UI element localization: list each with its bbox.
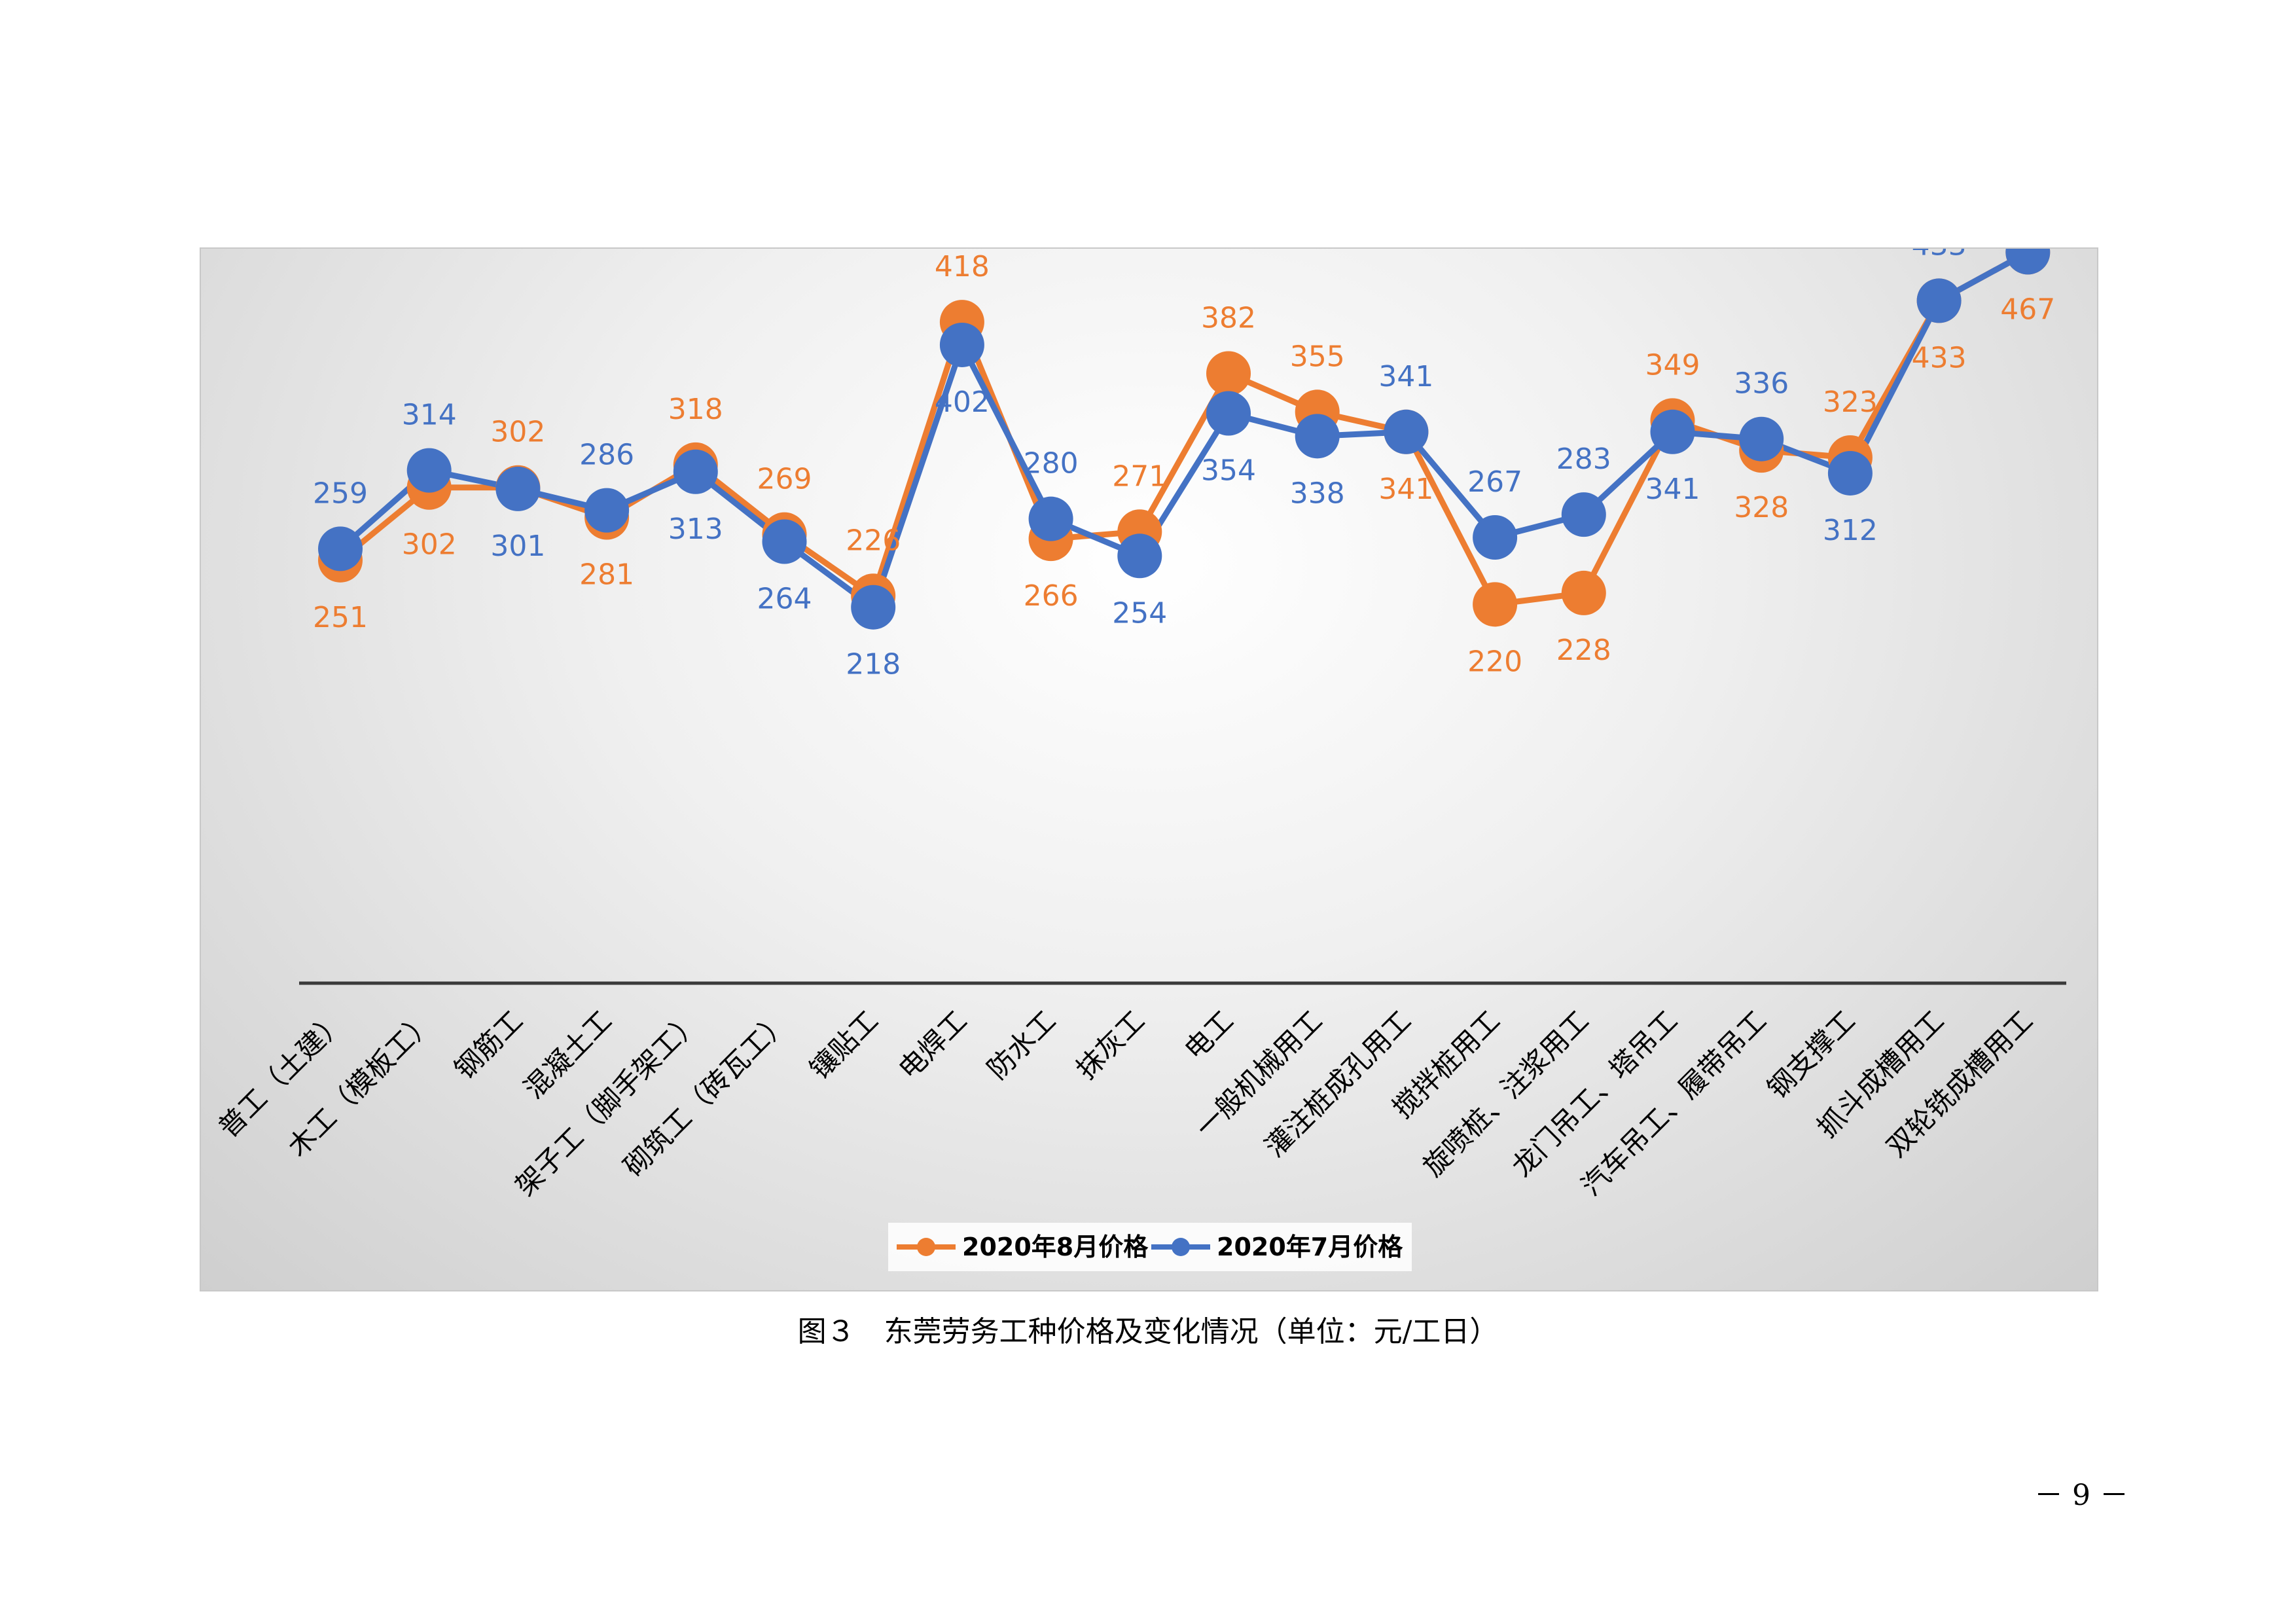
category-label-15: 龙门吊工、塔吊工	[1505, 1004, 1683, 1182]
data-point-s1-14	[1561, 492, 1606, 537]
data-label-s1-13: 267	[1467, 465, 1522, 499]
data-label-s1-10: 354	[1201, 454, 1256, 487]
legend-marker-0	[917, 1238, 935, 1256]
data-point-s1-4	[673, 449, 718, 494]
data-label-s0-5: 269	[757, 463, 812, 496]
data-label-s0-14: 228	[1556, 634, 1611, 667]
data-point-s0-10	[1206, 351, 1251, 396]
data-label-s0-12: 341	[1378, 473, 1433, 506]
data-label-s1-2: 301	[490, 530, 545, 563]
data-point-s1-6	[851, 585, 896, 630]
data-label-s0-18: 433	[1912, 341, 1967, 374]
data-label-s1-16: 336	[1734, 367, 1789, 401]
page-number: － 9 －	[2034, 1479, 2128, 1512]
data-point-s1-0	[318, 526, 363, 571]
data-label-s0-9: 271	[1112, 460, 1167, 493]
data-label-s0-8: 266	[1024, 579, 1079, 613]
data-label-s1-14: 283	[1556, 442, 1611, 476]
data-label-s0-6: 226	[846, 524, 901, 557]
data-label-s0-3: 281	[579, 558, 634, 591]
figure-caption: 图３ 东莞劳务工种价格及变化情况（单位：元/工日）	[797, 1315, 1499, 1348]
data-point-s0-13	[1473, 582, 1518, 627]
data-point-s1-19	[2005, 249, 2051, 275]
data-label-s1-18: 433	[1912, 249, 1967, 262]
legend-label-1: 2020年7月价格	[1217, 1233, 1403, 1261]
chart-panel: 251 259 302 314 302 301 281 286 318 313 269 264 226 2…	[200, 247, 2098, 1291]
data-label-s0-17: 323	[1823, 386, 1878, 419]
data-label-s1-17: 312	[1823, 514, 1878, 547]
data-point-s1-12	[1384, 409, 1429, 454]
data-label-s1-8: 280	[1024, 447, 1079, 480]
data-label-s0-11: 355	[1290, 340, 1345, 373]
data-label-s1-12: 341	[1378, 360, 1433, 393]
category-label-8: 防水工	[981, 1004, 1062, 1085]
category-label-9: 抹灰工	[1070, 1004, 1151, 1085]
category-label-2: 钢筋工	[448, 1004, 529, 1085]
data-point-s1-16	[1739, 416, 1784, 461]
category-label-6: 镶贴工	[804, 1004, 885, 1085]
data-point-s1-5	[762, 519, 807, 564]
data-point-s1-1	[406, 448, 452, 493]
data-label-s1-0: 259	[313, 477, 368, 510]
category-label-7: 电焊工	[892, 1004, 973, 1085]
category-label-14: 旋喷桩、注浆用工	[1417, 1004, 1595, 1182]
data-label-s1-15: 341	[1645, 473, 1700, 506]
data-point-s1-13	[1473, 514, 1518, 560]
data-label-s0-15: 349	[1645, 348, 1700, 382]
data-point-s1-9	[1117, 533, 1162, 579]
category-label-5: 砌筑工（砖瓦工）	[617, 1004, 795, 1182]
category-label-10: 电工	[1178, 1004, 1240, 1066]
data-label-s0-13: 220	[1467, 645, 1522, 678]
data-point-s1-7	[939, 322, 984, 367]
data-label-s0-16: 328	[1734, 491, 1789, 524]
data-label-s1-5: 264	[757, 583, 812, 616]
data-label-s0-0: 251	[313, 601, 368, 634]
legend-box	[888, 1223, 1412, 1271]
data-point-s1-10	[1206, 391, 1251, 436]
legend-marker-1	[1172, 1238, 1190, 1256]
data-label-s1-4: 313	[668, 513, 723, 546]
data-label-s1-1: 314	[402, 399, 457, 432]
data-label-s0-1: 302	[402, 528, 457, 562]
data-label-s1-7: 402	[935, 386, 990, 419]
data-point-s1-15	[1650, 409, 1695, 454]
data-label-s1-3: 286	[579, 439, 634, 472]
data-label-s0-7: 418	[935, 250, 990, 283]
line-chart: 251 259 302 314 302 301 281 286 318 313 269 264 226 2…	[212, 249, 2066, 1271]
data-label-s1-11: 338	[1290, 477, 1345, 510]
data-point-s1-2	[495, 466, 541, 511]
data-point-s1-18	[1916, 278, 1962, 323]
data-label-s0-4: 318	[668, 393, 723, 426]
data-point-s1-3	[584, 488, 630, 533]
data-label-s1-9: 254	[1112, 596, 1167, 630]
data-label-s0-10: 382	[1201, 302, 1256, 335]
data-point-s1-11	[1295, 414, 1340, 459]
data-point-s1-8	[1028, 496, 1073, 541]
data-label-s0-19: 467	[2000, 293, 2055, 326]
data-label-s0-2: 302	[490, 416, 545, 449]
data-point-s0-14	[1561, 570, 1606, 615]
data-point-s1-17	[1827, 450, 1873, 496]
legend-label-0: 2020年8月价格	[962, 1233, 1149, 1261]
data-label-s1-6: 218	[846, 648, 901, 681]
